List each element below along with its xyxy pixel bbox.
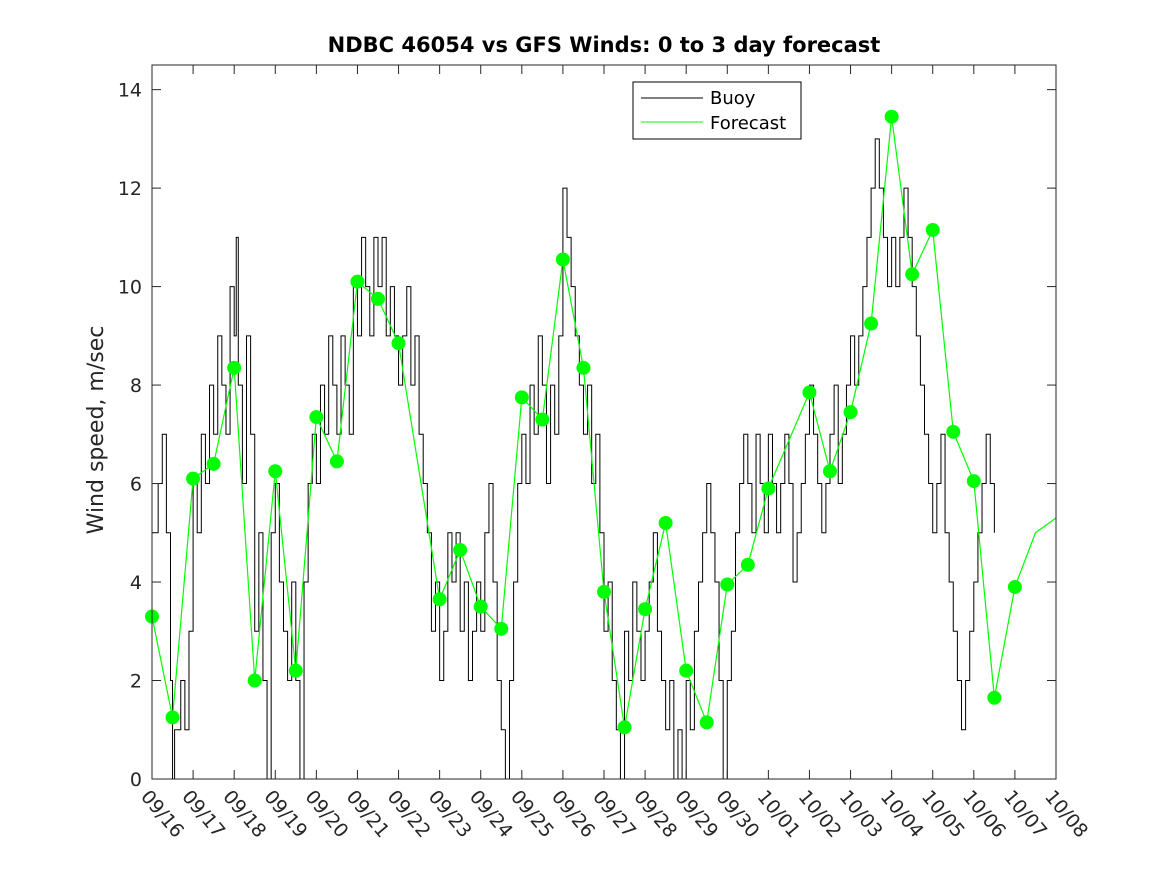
- forecast-marker: [453, 543, 468, 558]
- forecast-marker: [864, 316, 879, 331]
- y-tick-label: 10: [118, 277, 142, 299]
- forecast-marker: [391, 336, 406, 351]
- y-tick-label: 14: [118, 80, 142, 102]
- forecast-marker: [371, 291, 385, 306]
- forecast-marker: [309, 410, 324, 425]
- forecast-marker: [432, 592, 447, 607]
- forecast-marker: [247, 673, 262, 688]
- forecast-marker: [597, 584, 611, 599]
- forecast-marker: [514, 390, 529, 405]
- forecast-marker: [987, 690, 1002, 705]
- forecast-marker: [699, 715, 714, 730]
- forecast-marker: [679, 663, 694, 678]
- chart-title: NDBC 46054 vs GFS Winds: 0 to 3 day fore…: [328, 33, 881, 57]
- legend: Buoy Forecast: [632, 81, 802, 140]
- forecast-marker: [329, 454, 344, 469]
- forecast-marker: [288, 663, 303, 678]
- forecast-marker: [576, 360, 591, 375]
- y-tick-label: 8: [130, 375, 142, 397]
- forecast-marker: [617, 720, 632, 735]
- forecast-marker: [638, 602, 653, 617]
- forecast-marker: [535, 412, 550, 427]
- forecast-marker: [658, 515, 673, 530]
- y-tick-label: 0: [130, 769, 142, 791]
- forecast-marker: [966, 474, 981, 489]
- forecast-marker: [925, 222, 940, 237]
- forecast-marker: [823, 464, 837, 479]
- forecast-marker: [227, 360, 242, 375]
- forecast-marker: [473, 599, 488, 614]
- forecast-marker: [1007, 579, 1022, 594]
- y-axis-label: Wind speed, m/sec: [84, 326, 109, 535]
- forecast-marker: [555, 252, 570, 267]
- forecast-marker: [946, 424, 961, 439]
- legend-label-buoy: Buoy: [710, 88, 756, 109]
- forecast-marker: [350, 274, 365, 289]
- forecast-marker: [186, 471, 201, 486]
- forecast-marker: [165, 710, 180, 725]
- y-tick-label: 12: [118, 178, 142, 200]
- forecast-marker: [720, 577, 735, 592]
- forecast-marker: [884, 109, 899, 124]
- y-tick-label: 6: [130, 474, 142, 496]
- forecast-marker: [494, 621, 509, 636]
- y-tick-label: 2: [130, 671, 142, 693]
- forecast-marker: [740, 557, 755, 572]
- buoy-series-line: [152, 138, 995, 780]
- y-tick-label: 4: [130, 572, 142, 594]
- forecast-marker: [206, 456, 221, 471]
- forecast-marker: [761, 481, 776, 496]
- forecast-marker: [843, 405, 858, 420]
- legend-label-forecast: Forecast: [710, 113, 786, 134]
- forecast-marker: [802, 385, 817, 400]
- forecast-marker: [268, 464, 283, 479]
- forecast-marker: [905, 267, 920, 282]
- legend-box: [632, 81, 802, 140]
